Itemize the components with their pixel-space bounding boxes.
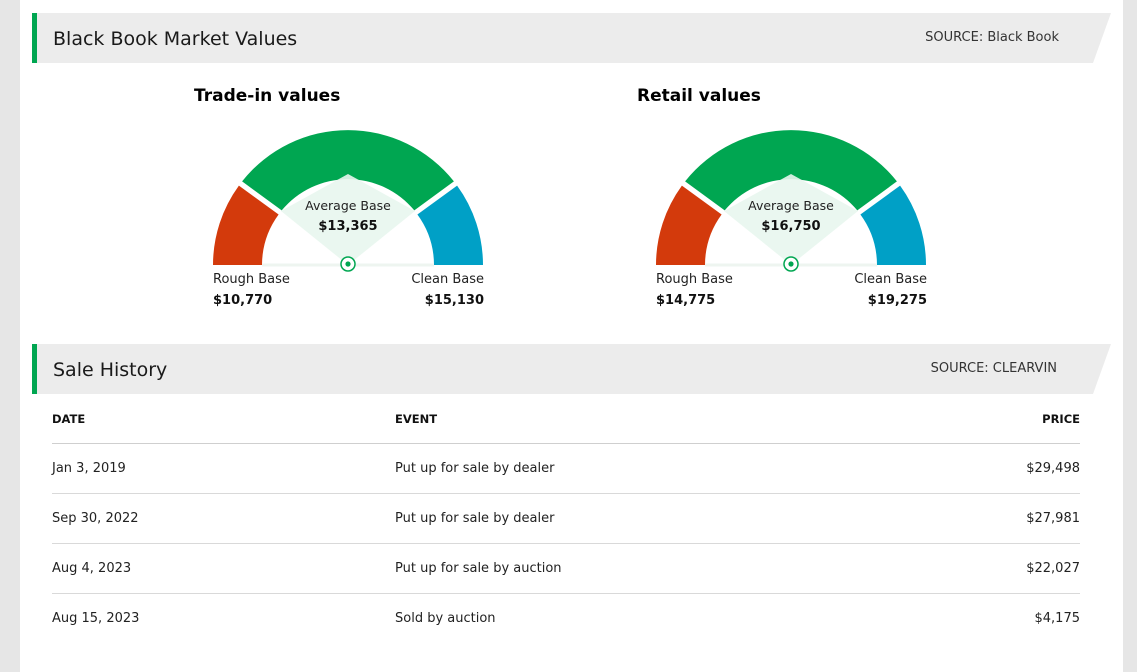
trade-in-average-value: $13,365 — [318, 219, 378, 234]
table-row: Jan 3, 2019 Put up for sale by dealer $2… — [52, 444, 1080, 494]
table-header-row: DATE EVENT PRICE — [52, 394, 1080, 444]
average-segment — [685, 130, 897, 211]
header-background — [32, 13, 1111, 63]
trade-in-rough-value: $10,770 — [213, 293, 273, 308]
needle-dot-icon — [788, 261, 794, 267]
retail-average-value: $16,750 — [761, 219, 821, 234]
retail-rough-value: $14,775 — [656, 293, 716, 308]
column-header-price[interactable]: PRICE — [1042, 412, 1080, 426]
row-price: $4,175 — [1034, 611, 1081, 626]
sale-history-title: Sale History — [53, 359, 168, 381]
table-row: Aug 4, 2023 Put up for sale by auction $… — [52, 544, 1080, 594]
retail-rough-label: Rough Base — [656, 272, 733, 287]
trade-in-title: Trade-in values — [194, 86, 341, 106]
clean-segment — [417, 185, 483, 265]
row-date: Aug 15, 2023 — [52, 611, 140, 626]
row-date: Jan 3, 2019 — [52, 461, 126, 476]
table-row: Sep 30, 2022 Put up for sale by dealer $… — [52, 494, 1080, 544]
retail-title: Retail values — [637, 86, 761, 106]
row-event: Put up for sale by dealer — [395, 511, 555, 526]
average-segment — [242, 130, 454, 211]
trade-in-average-label: Average Base — [305, 198, 391, 213]
average-highlight — [724, 174, 858, 265]
sale-history-source: SOURCE: CLEARVIN — [930, 361, 1057, 376]
market-values-header: Black Book Market Values SOURCE: Black B… — [32, 13, 1111, 63]
row-event: Put up for sale by auction — [395, 561, 562, 576]
row-price: $22,027 — [1026, 561, 1080, 576]
header-background — [32, 344, 1111, 394]
retail-gauge — [656, 130, 926, 272]
column-header-event[interactable]: EVENT — [395, 412, 438, 426]
sale-history-header: Sale History SOURCE: CLEARVIN — [32, 344, 1111, 394]
market-values-title: Black Book Market Values — [53, 28, 298, 50]
trade-in-rough-label: Rough Base — [213, 272, 290, 287]
vehicle-value-card: Black Book Market Values SOURCE: Black B… — [20, 0, 1123, 672]
row-price: $29,498 — [1026, 461, 1080, 476]
row-date: Sep 30, 2022 — [52, 511, 139, 526]
needle-dot-icon — [345, 261, 351, 267]
row-date: Aug 4, 2023 — [52, 561, 132, 576]
rough-segment — [213, 185, 279, 265]
clean-segment — [860, 185, 926, 265]
average-highlight — [281, 174, 415, 265]
market-values-source: SOURCE: Black Book — [925, 30, 1059, 45]
retail-clean-value: $19,275 — [867, 293, 927, 308]
rough-segment — [656, 185, 722, 265]
trade-in-clean-value: $15,130 — [424, 293, 484, 308]
sale-history-table: DATE EVENT PRICE Jan 3, 2019 Put up for … — [52, 394, 1080, 644]
trade-in-clean-label: Clean Base — [411, 272, 484, 287]
row-event: Sold by auction — [395, 611, 496, 626]
column-header-date[interactable]: DATE — [52, 412, 86, 426]
trade-in-gauge — [213, 130, 483, 272]
row-event: Put up for sale by dealer — [395, 461, 555, 476]
retail-average-label: Average Base — [748, 198, 834, 213]
table-row: Aug 15, 2023 Sold by auction $4,175 — [52, 594, 1080, 644]
retail-clean-label: Clean Base — [854, 272, 927, 287]
row-price: $27,981 — [1026, 511, 1080, 526]
